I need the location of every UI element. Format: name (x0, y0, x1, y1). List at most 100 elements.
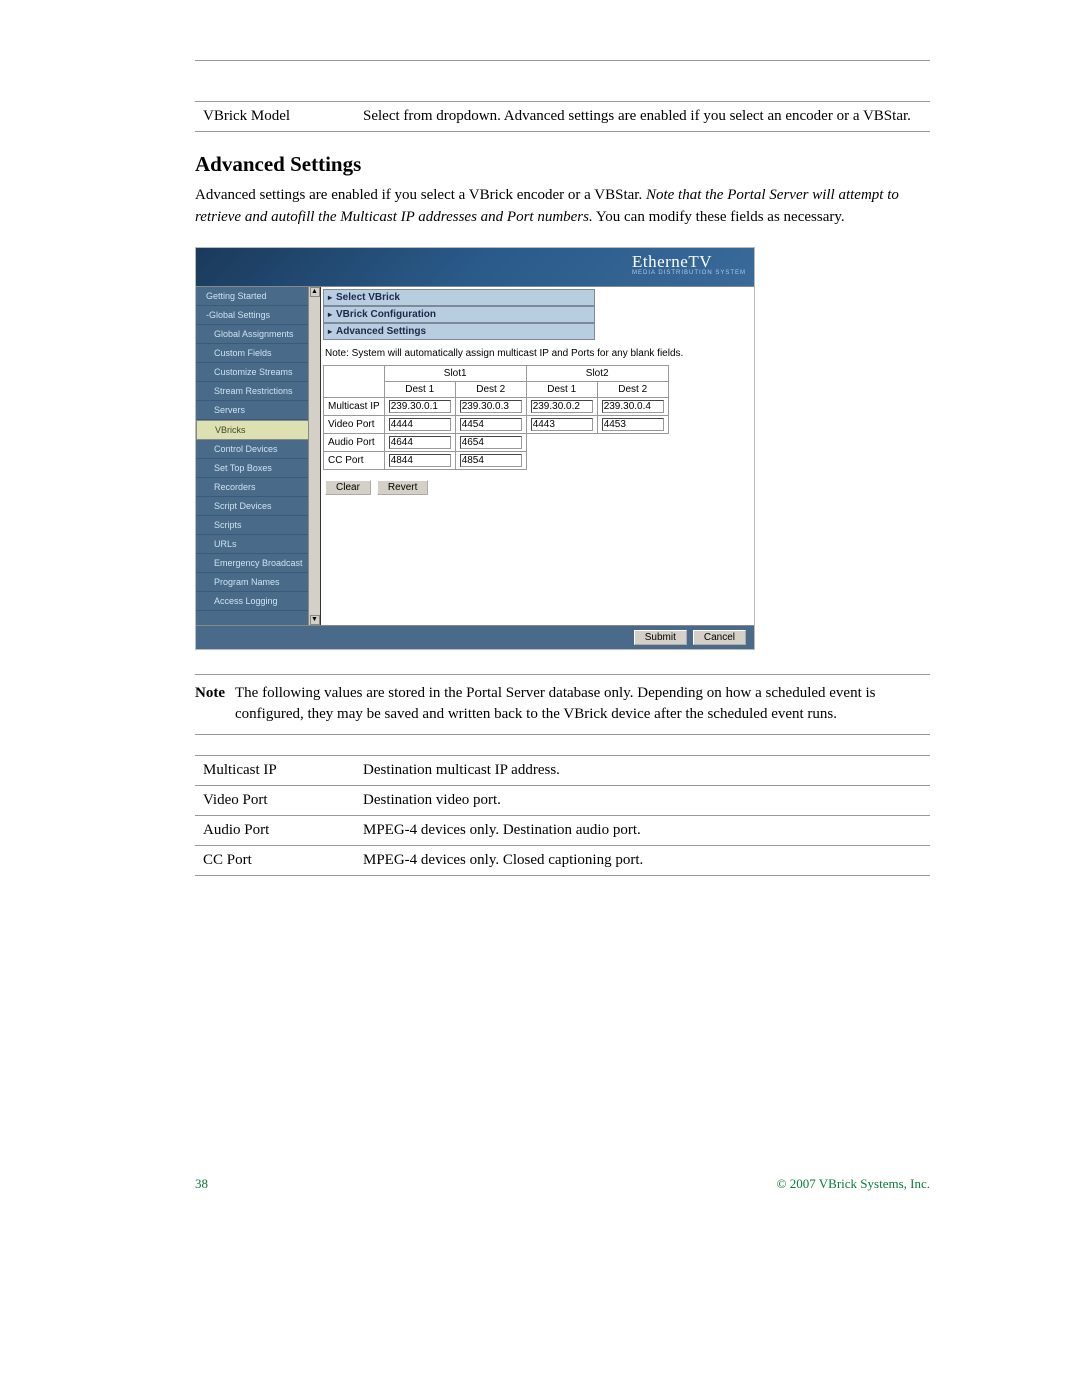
intro-paragraph: Advanced settings are enabled if you sel… (195, 185, 930, 229)
grid-cell (597, 415, 668, 433)
sidebar-item-stream-restrictions[interactable]: Stream Restrictions (196, 382, 320, 401)
accordion-select-vbrick[interactable]: ▸ Select VBrick (323, 289, 595, 306)
ethernet-logo: EtherneTV (632, 252, 746, 272)
multicast-ip-input[interactable] (602, 400, 664, 413)
sidebar-item--global-settings[interactable]: -Global Settings (196, 306, 320, 325)
main-panel: ▸ Select VBrick ▸ VBrick Configuration ▸… (321, 287, 754, 625)
multicast-ip-input[interactable] (531, 400, 593, 413)
sidebar-item-customize-streams[interactable]: Customize Streams (196, 363, 320, 382)
chevron-right-icon: ▸ (328, 310, 332, 319)
grid-cell (455, 415, 526, 433)
scroll-down-icon[interactable]: ▼ (310, 615, 320, 625)
field-desc: MPEG-4 devices only. Closed captioning p… (355, 846, 930, 876)
para-post: You can modify these fields as necessary… (593, 209, 845, 225)
clear-button[interactable]: Clear (325, 480, 371, 495)
section-heading: Advanced Settings (195, 152, 930, 177)
grid-cell (526, 397, 597, 415)
copyright: © 2007 VBrick Systems, Inc. (777, 1176, 930, 1192)
grid-row: Video Port (324, 415, 669, 433)
auto-assign-note: Note: System will automatically assign m… (321, 340, 754, 365)
dest-header: Dest 1 (384, 381, 455, 397)
form-button-row: Clear Revert (321, 470, 754, 505)
sidebar-item-access-logging[interactable]: Access Logging (196, 592, 320, 611)
accordion-vbrick-config[interactable]: ▸ VBrick Configuration (323, 306, 595, 323)
grid-cell (526, 451, 597, 469)
row-label: Multicast IP (324, 397, 385, 415)
grid-cell (384, 451, 455, 469)
video-port-input[interactable] (389, 418, 451, 431)
row-label: Video Port (324, 415, 385, 433)
sidebar-item-getting-started[interactable]: Getting Started (196, 287, 320, 306)
accordion-label: VBrick Configuration (336, 309, 436, 320)
grid-corner (324, 365, 385, 397)
grid-cell (526, 415, 597, 433)
grid-row: CC Port (324, 451, 669, 469)
logo-subtitle: MEDIA DISTRIBUTION SYSTEM (632, 270, 746, 276)
audio-port-input[interactable] (460, 436, 522, 449)
sidebar-item-servers[interactable]: Servers (196, 401, 320, 420)
sidebar-scrollbar[interactable]: ▲ ▼ (308, 287, 320, 625)
field-name: CC Port (195, 846, 355, 876)
audio-port-input[interactable] (389, 436, 451, 449)
field-desc: Destination multicast IP address. (355, 756, 930, 786)
slot1-header: Slot1 (384, 365, 526, 381)
table-row: Multicast IPDestination multicast IP add… (195, 756, 930, 786)
grid-cell (597, 451, 668, 469)
sidebar: Getting Started-Global SettingsGlobal As… (196, 287, 321, 625)
accordion: ▸ Select VBrick ▸ VBrick Configuration ▸… (323, 289, 754, 340)
grid-cell (384, 433, 455, 451)
row-label: Audio Port (324, 433, 385, 451)
logo-block: EtherneTV MEDIA DISTRIBUTION SYSTEM (632, 252, 746, 276)
field-desc: Destination video port. (355, 786, 930, 816)
note-block: Note The following values are stored in … (195, 674, 930, 736)
sidebar-item-set-top-boxes[interactable]: Set Top Boxes (196, 459, 320, 478)
vbrick-model-table: VBrick Model Select from dropdown. Advan… (195, 101, 930, 132)
dest-header: Dest 2 (455, 381, 526, 397)
note-label: Note (195, 683, 225, 727)
cc-port-input[interactable] (389, 454, 451, 467)
video-port-input[interactable] (602, 418, 664, 431)
sidebar-item-urls[interactable]: URLs (196, 535, 320, 554)
video-port-input[interactable] (531, 418, 593, 431)
multicast-ip-input[interactable] (460, 400, 522, 413)
dest-header: Dest 1 (526, 381, 597, 397)
chevron-right-icon: ▸ (328, 327, 332, 336)
cell-label: VBrick Model (195, 102, 355, 132)
sidebar-item-recorders[interactable]: Recorders (196, 478, 320, 497)
sidebar-item-emergency-broadcast[interactable]: Emergency Broadcast (196, 554, 320, 573)
sidebar-item-script-devices[interactable]: Script Devices (196, 497, 320, 516)
revert-button[interactable]: Revert (377, 480, 428, 495)
multicast-ip-input[interactable] (389, 400, 451, 413)
grid-row: Multicast IP (324, 397, 669, 415)
table-row: Audio PortMPEG-4 devices only. Destinati… (195, 816, 930, 846)
top-rule (195, 60, 930, 61)
sidebar-item-global-assignments[interactable]: Global Assignments (196, 325, 320, 344)
video-port-input[interactable] (460, 418, 522, 431)
grid-cell (384, 415, 455, 433)
screenshot-body: Getting Started-Global SettingsGlobal As… (196, 286, 754, 626)
field-name: Audio Port (195, 816, 355, 846)
cc-port-input[interactable] (460, 454, 522, 467)
slot2-header: Slot2 (526, 365, 668, 381)
screenshot-container: EtherneTV MEDIA DISTRIBUTION SYSTEM Gett… (195, 247, 930, 650)
grid-cell (526, 433, 597, 451)
accordion-label: Advanced Settings (336, 326, 426, 337)
grid-cell (455, 433, 526, 451)
screenshot-header: EtherneTV MEDIA DISTRIBUTION SYSTEM (196, 248, 754, 286)
accordion-advanced-settings[interactable]: ▸ Advanced Settings (323, 323, 595, 340)
sidebar-item-custom-fields[interactable]: Custom Fields (196, 344, 320, 363)
scroll-up-icon[interactable]: ▲ (310, 287, 320, 297)
page-footer: 38 © 2007 VBrick Systems, Inc. (195, 1176, 930, 1192)
sidebar-item-scripts[interactable]: Scripts (196, 516, 320, 535)
cancel-button[interactable]: Cancel (693, 630, 746, 645)
sidebar-item-vbricks[interactable]: VBricks (196, 420, 320, 440)
submit-button[interactable]: Submit (634, 630, 687, 645)
field-desc: MPEG-4 devices only. Destination audio p… (355, 816, 930, 846)
admin-screenshot: EtherneTV MEDIA DISTRIBUTION SYSTEM Gett… (195, 247, 755, 650)
sidebar-item-program-names[interactable]: Program Names (196, 573, 320, 592)
settings-grid: Slot1 Slot2 Dest 1 Dest 2 Dest 1 Dest 2 … (323, 365, 669, 470)
grid-row: Audio Port (324, 433, 669, 451)
table-row: CC PortMPEG-4 devices only. Closed capti… (195, 846, 930, 876)
screenshot-footer: Submit Cancel (196, 626, 754, 649)
sidebar-item-control-devices[interactable]: Control Devices (196, 440, 320, 459)
